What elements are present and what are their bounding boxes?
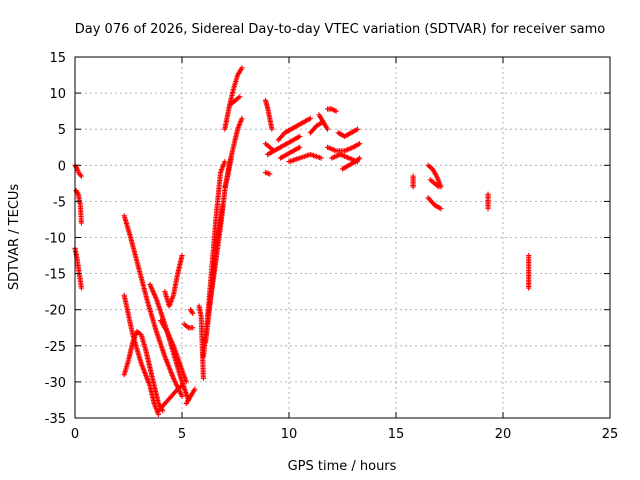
data-point-marker bbox=[179, 252, 185, 259]
y-tick-label: 5 bbox=[58, 123, 66, 138]
y-tick-labels: -35 -30 -25 -20 -15 -10 -5 0 5 10 15 bbox=[45, 51, 66, 427]
data-point-marker bbox=[179, 393, 185, 399]
data-point-marker bbox=[220, 202, 226, 208]
data-point-marker bbox=[357, 141, 363, 147]
data-point-marker bbox=[318, 155, 324, 161]
data-point-marker bbox=[190, 325, 196, 331]
x-tick-label: 15 bbox=[388, 427, 405, 442]
data-point-marker bbox=[78, 173, 85, 179]
x-tick-label: 10 bbox=[281, 427, 298, 442]
data-point-marker bbox=[78, 220, 85, 226]
y-tick-label: -5 bbox=[53, 195, 66, 210]
data-point-marker bbox=[307, 115, 313, 121]
data-point-marker bbox=[190, 310, 196, 316]
y-tick-label: -35 bbox=[45, 412, 66, 427]
data-point-marker bbox=[324, 126, 331, 132]
data-points bbox=[72, 65, 532, 417]
data-point-marker bbox=[333, 108, 339, 114]
x-tick-labels: 0 5 10 15 20 25 bbox=[71, 427, 618, 442]
data-point-marker bbox=[357, 155, 363, 161]
axis-ticks bbox=[74, 56, 611, 419]
data-point-marker bbox=[269, 126, 275, 132]
grid-lines bbox=[75, 57, 610, 418]
y-tick-label: 10 bbox=[49, 87, 66, 102]
data-point-marker bbox=[183, 379, 189, 385]
y-tick-label: -20 bbox=[45, 304, 66, 319]
data-point-marker bbox=[354, 126, 361, 132]
y-axis-label: SDTVAR / TECUs bbox=[7, 184, 22, 291]
data-point-marker bbox=[410, 184, 416, 190]
data-point-marker bbox=[192, 386, 198, 392]
data-point-marker bbox=[267, 171, 273, 177]
data-point-marker bbox=[237, 94, 243, 100]
y-tick-label: 0 bbox=[58, 159, 66, 174]
x-axis-label: GPS time / hours bbox=[288, 459, 397, 474]
data-point-marker bbox=[77, 172, 83, 178]
data-point-marker bbox=[228, 155, 234, 161]
x-tick-label: 0 bbox=[71, 427, 79, 442]
data-point-marker bbox=[485, 206, 491, 212]
x-tick-label: 25 bbox=[602, 427, 619, 442]
data-point-marker bbox=[239, 115, 245, 121]
data-point-marker bbox=[297, 133, 303, 140]
data-point-marker bbox=[438, 206, 444, 212]
data-point-marker bbox=[200, 375, 206, 381]
data-point-marker bbox=[78, 285, 85, 291]
x-tick-label: 20 bbox=[495, 427, 512, 442]
y-tick-label: -30 bbox=[45, 376, 66, 391]
data-point-marker bbox=[436, 184, 442, 190]
data-point-marker bbox=[526, 285, 532, 291]
chart-title: Day 076 of 2026, Sidereal Day-to-day VTE… bbox=[75, 22, 606, 37]
y-tick-label: -10 bbox=[45, 232, 66, 247]
data-point-marker bbox=[222, 159, 228, 165]
y-tick-label: -25 bbox=[45, 340, 66, 355]
data-point-marker bbox=[239, 65, 245, 71]
y-tick-label: 15 bbox=[49, 51, 66, 66]
data-point-marker bbox=[297, 144, 303, 150]
y-tick-label: -15 bbox=[45, 268, 66, 283]
x-tick-label: 5 bbox=[178, 427, 186, 442]
data-point-marker bbox=[179, 382, 185, 389]
